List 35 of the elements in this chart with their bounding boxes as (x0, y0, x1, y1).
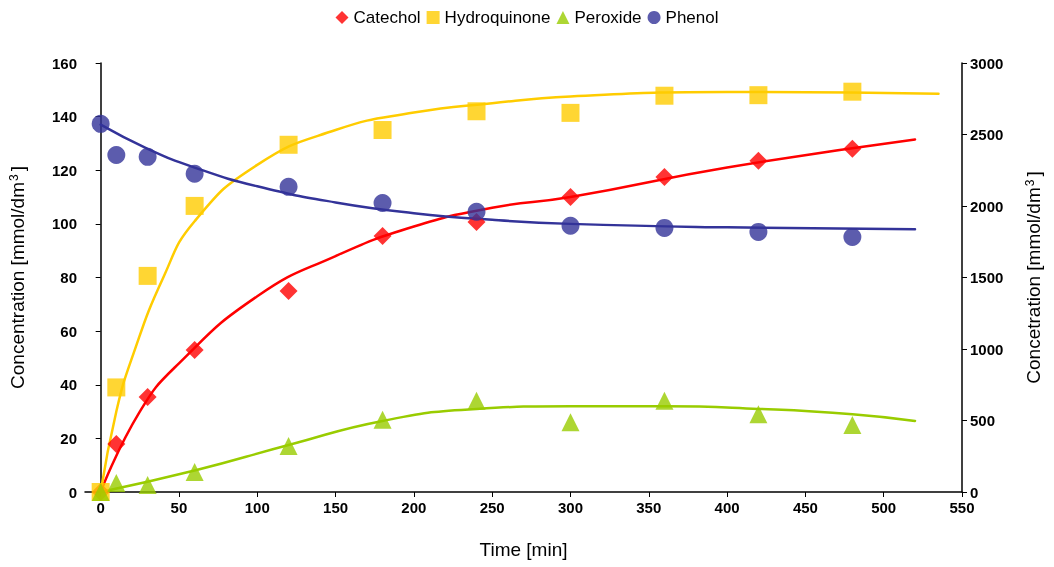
y-tick-label: 80 (60, 269, 77, 286)
x-tick-label: 400 (714, 499, 740, 516)
y2-tick-label: 1000 (970, 340, 1004, 358)
y-tick-label: 160 (51, 54, 77, 72)
x-tick-label: 50 (170, 499, 188, 516)
x-tick-label: 550 (949, 499, 975, 516)
y-tick-label: 40 (60, 376, 77, 394)
y2-tick-label: 2500 (970, 126, 1004, 143)
legend-label: Hydroquinone (444, 8, 551, 27)
x-tick-label: 150 (323, 499, 349, 516)
x-tick-label: 450 (792, 499, 818, 516)
y-tick-label: 60 (60, 322, 77, 340)
y-tick-label: 20 (60, 429, 77, 447)
y2-axis-title: Concetration [mmol/dm3] (1023, 171, 1044, 384)
y2-tick-label: 500 (970, 412, 996, 429)
x-tick-label: 250 (479, 499, 505, 516)
legend-label: Peroxide (574, 8, 642, 27)
x-tick-label: 500 (871, 499, 897, 516)
y2-tick-label: 2000 (970, 197, 1004, 215)
y2-tick-label: 1500 (970, 269, 1004, 286)
y-tick-label: 140 (51, 108, 77, 126)
x-tick-label: 0 (96, 499, 105, 516)
x-axis-title: Time [min] (479, 539, 568, 560)
x-tick-label: 350 (636, 499, 662, 516)
legend-label: Catechol (353, 8, 421, 27)
y2-tick-label: 3000 (970, 54, 1004, 72)
y-tick-label: 100 (51, 215, 77, 233)
y-axis-title: Concentration [mmol/dm3] (7, 166, 28, 389)
x-tick-label: 300 (557, 499, 583, 516)
y2-tick-label: 0 (970, 483, 979, 501)
x-tick-label: 200 (401, 499, 427, 516)
y-tick-label: 120 (51, 161, 77, 179)
y-tick-label: 0 (68, 483, 77, 501)
legend-label: Phenol (665, 8, 719, 27)
x-tick-label: 100 (244, 499, 270, 516)
